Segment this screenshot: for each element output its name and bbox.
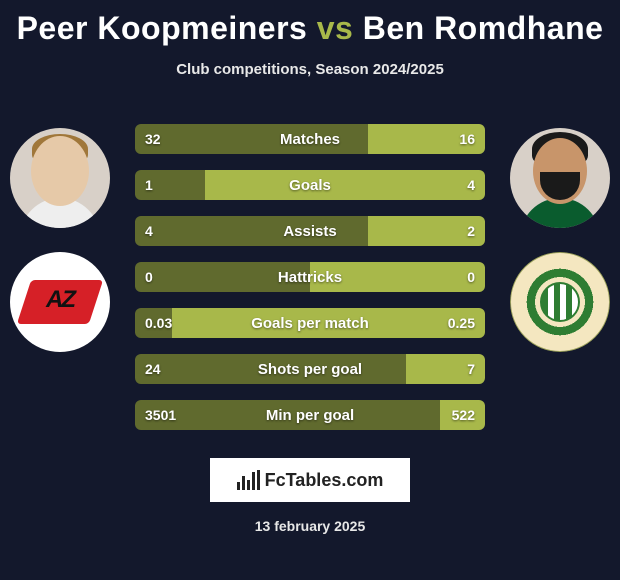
stat-row: 42Assists xyxy=(135,216,485,246)
stat-label: Goals per match xyxy=(135,308,485,338)
stat-row: 3216Matches xyxy=(135,124,485,154)
player2-avatar xyxy=(510,128,610,228)
player2-club-badge xyxy=(510,252,610,352)
stat-label: Goals xyxy=(135,170,485,200)
player1-name: Peer Koopmeiners xyxy=(17,10,308,46)
stat-row: 3501522Min per goal xyxy=(135,400,485,430)
chart-icon xyxy=(237,470,259,490)
brand-logo: FcTables.com xyxy=(210,458,410,502)
stat-row: 247Shots per goal xyxy=(135,354,485,384)
date-text: 13 february 2025 xyxy=(0,518,620,534)
stat-label: Min per goal xyxy=(135,400,485,430)
vs-text: vs xyxy=(317,10,354,46)
player1-club-badge: AZ xyxy=(10,252,110,352)
stat-label: Hattricks xyxy=(135,262,485,292)
stat-label: Matches xyxy=(135,124,485,154)
player2-name: Ben Romdhane xyxy=(363,10,604,46)
stat-row: 0.030.25Goals per match xyxy=(135,308,485,338)
brand-text: FcTables.com xyxy=(265,470,384,491)
stat-label: Assists xyxy=(135,216,485,246)
comparison-title: Peer Koopmeiners vs Ben Romdhane xyxy=(0,0,620,47)
player1-avatar xyxy=(10,128,110,228)
stat-row: 00Hattricks xyxy=(135,262,485,292)
stat-row: 14Goals xyxy=(135,170,485,200)
stat-bars: 3216Matches 14Goals 42Assists 00Hattricks 0.… xyxy=(135,124,485,446)
stat-label: Shots per goal xyxy=(135,354,485,384)
subtitle: Club competitions, Season 2024/2025 xyxy=(0,61,620,78)
